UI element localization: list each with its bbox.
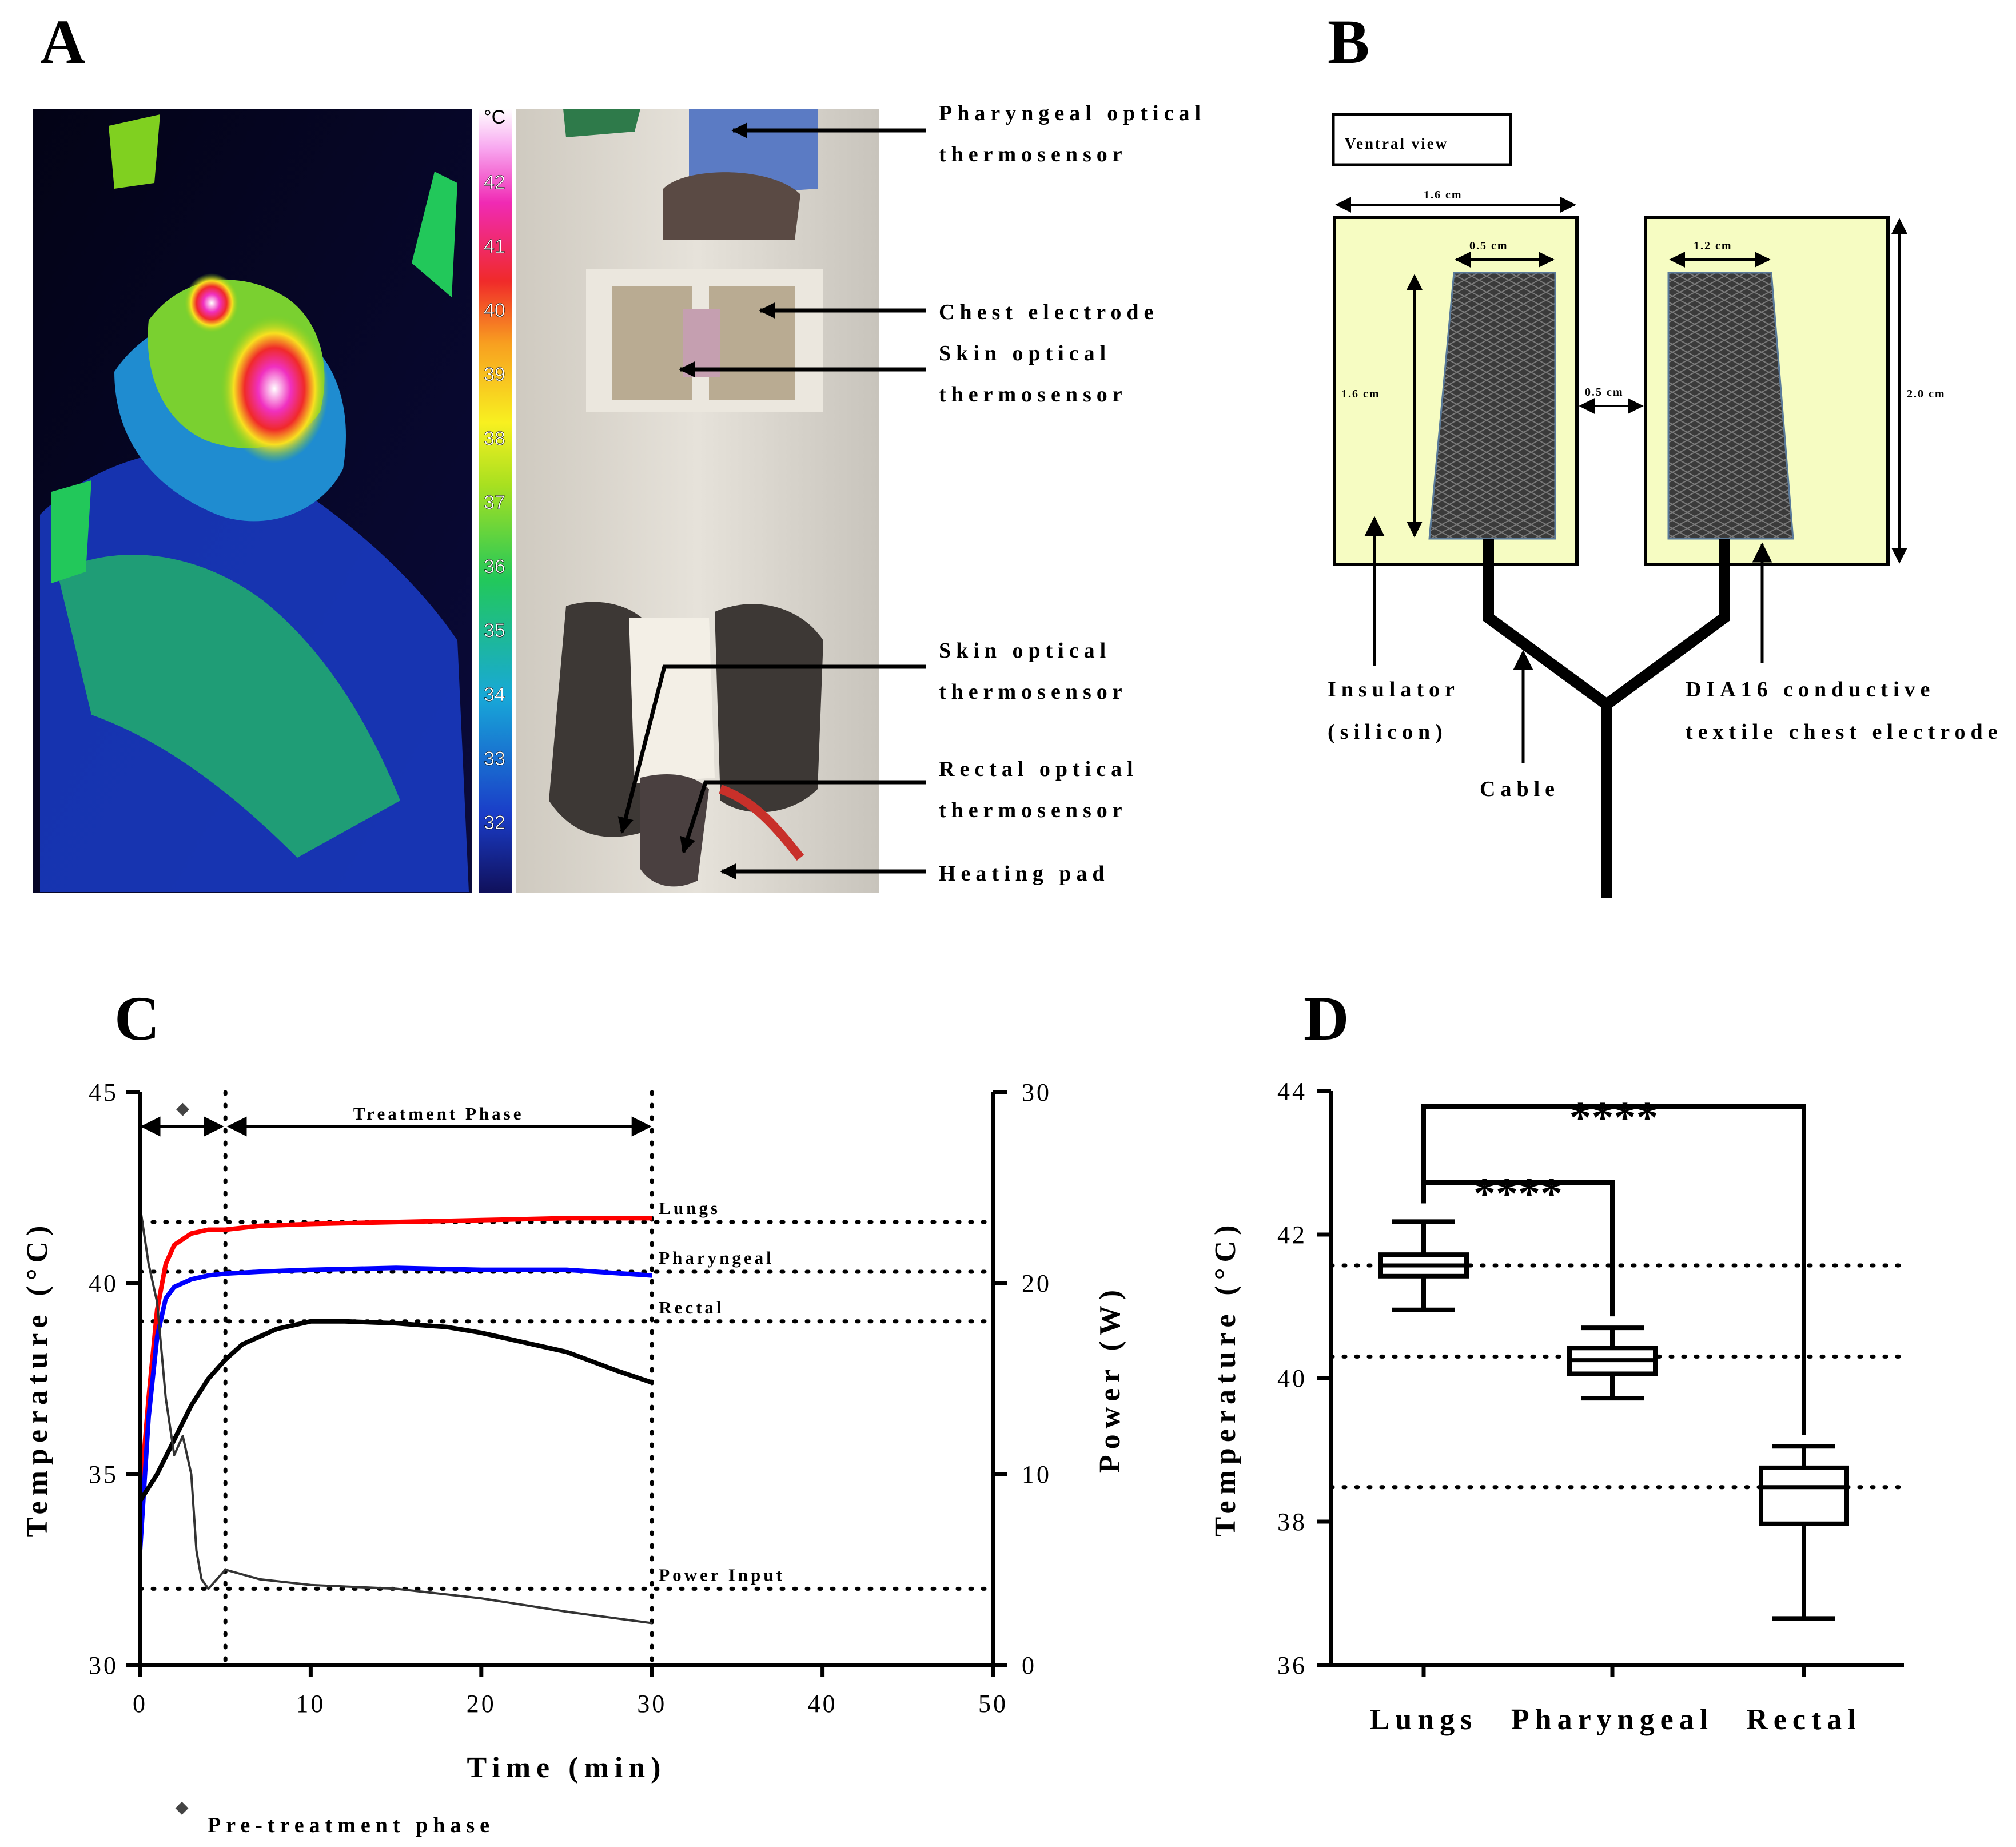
panel-a-letter: A [40,7,85,77]
series-label-pharyngeal: Pharyngeal [659,1248,774,1268]
y-axis-title: Temperature (°C) [1209,1220,1242,1537]
y-tick-label: 44 [1277,1077,1307,1105]
dim-top-right: 1.2 cm [1694,240,1732,252]
category-label-lungs: Lungs [1370,1703,1478,1736]
panel-d-letter: D [1304,984,1349,1053]
panel-c-letter: C [114,984,160,1053]
legend-pretreatment-marker: ◆ [175,1798,188,1817]
electrode-label-line2: textile chest electrode [1686,720,2002,744]
x-tick-label: 10 [296,1690,325,1718]
panel-b-letter: B [1328,7,1369,77]
y-tick-label-left: 40 [89,1269,118,1297]
series-line-rectal [138,1319,653,1502]
annotation-rectal-line2: thermosensor [939,798,1127,822]
pretreatment-marker: ◆ [176,1099,189,1118]
significance-lower-label: **** [1473,1168,1563,1218]
y-tick-label: 42 [1277,1221,1307,1249]
significance-bracket-upper [1421,1104,1806,1435]
y-tick-label: 36 [1277,1651,1307,1679]
colorbar-tick-label: 39 [484,364,505,385]
annotation-rectal-line1: Rectal optical [939,757,1138,781]
colorbar-tick-label: 36 [484,556,505,578]
chart-c: 0 10 20 30 40 50 30 35 40 45 0 10 20 30 Time (min) Temp… [21,1078,1126,1817]
x-tick-label: 20 [467,1690,496,1718]
annotation-chest-electrode: Chest electrode [939,300,1158,324]
x-axis-title: Time (min) [467,1752,667,1784]
panel-a-annotations: Pharyngeal optical thermosensor Chest el… [617,101,1206,886]
dim-height-right: 2.0 cm [1907,388,1946,400]
dim-height-left: 1.6 cm [1341,388,1380,400]
legend-pretreatment-text: Pre-treatment phase [208,1813,495,1837]
chart-d: Lungs Pharyngeal Rectal 36 38 40 42 44 Temperatu… [1209,1077,1906,1736]
y-tick-label: 40 [1277,1364,1307,1392]
colorbar-tick-label: 42 [484,172,505,193]
annotation-pharyngeal-line2: thermosensor [939,142,1127,166]
box-rectal [1759,1465,1849,1526]
right-electrode [1667,272,1794,540]
treatment-phase-label: Treatment Phase [353,1104,524,1124]
electrode-diagram: Ventral view 1.6 cm 0.5 cm 1.2 cm 1.6 cm… [1328,113,2002,898]
significance-bracket-lower [1421,1180,1615,1317]
series-label-power-input: Power Input [659,1565,785,1585]
y-tick-label-left: 35 [89,1460,118,1488]
category-label-rectal: Rectal [1746,1703,1861,1736]
left-electrode [1428,272,1556,540]
x-tick-label: 30 [637,1690,667,1718]
y-tick-label-right: 10 [1022,1460,1051,1488]
y-tick-label: 38 [1277,1508,1307,1536]
view-label: Ventral view [1345,135,1448,152]
thermal-colorbar: °C 42 41 40 39 38 37 36 35 34 33 32 [479,106,512,893]
colorbar-tick-label: 33 [484,748,505,770]
x-tick-label: 40 [808,1690,838,1718]
series-label-rectal: Rectal [659,1297,724,1317]
colorbar-unit: °C [484,106,505,128]
electrode-label-line1: DIA16 conductive [1686,678,1935,702]
x-tick-label: 0 [133,1690,148,1718]
dim-width-outer: 1.6 cm [1424,189,1463,201]
significance-upper-label: **** [1569,1092,1659,1142]
y-tick-label-right: 20 [1022,1269,1051,1297]
insulator-label-line1: Insulator [1328,678,1460,702]
dim-top-left: 0.5 cm [1469,240,1508,252]
annotation-pharyngeal-line1: Pharyngeal optical [939,101,1206,125]
y-axis-title-right: Power (W) [1094,1284,1126,1473]
y-tick-label-right: 0 [1022,1651,1037,1679]
y-tick-label-left: 30 [89,1651,118,1679]
series-line-power-input [139,1207,652,1625]
series-line-pharyngeal [138,1265,652,1551]
series-line-lungs [138,1216,652,1502]
category-label-pharyngeal: Pharyngeal [1511,1703,1714,1736]
thermal-image [33,109,472,893]
cable-label: Cable [1480,777,1560,801]
view-label-box [1332,113,1512,166]
colorbar-tick-label: 32 [484,812,505,834]
annotation-skin-upper-line2: thermosensor [939,383,1127,407]
dim-gap: 0.5 cm [1585,386,1624,399]
y-tick-label-left: 45 [89,1078,118,1106]
colorbar-tick-label: 40 [484,300,505,321]
insulator-label-line2: (silicon) [1328,720,1448,744]
colorbar-tick-label: 34 [484,684,505,706]
annotation-skin-upper-line1: Skin optical [939,341,1111,365]
annotation-heating-pad: Heating pad [939,862,1110,886]
colorbar-tick-label: 37 [484,492,505,514]
y-axis-title-left: Temperature (°C) [21,1220,54,1538]
colorbar-tick-label: 35 [484,620,505,642]
annotation-skin-lower-line2: thermosensor [939,680,1127,704]
colorbar-tick-label: 38 [484,428,505,449]
annotation-skin-lower-line1: Skin optical [939,639,1111,663]
y-tick-label-right: 30 [1022,1078,1051,1106]
x-tick-label: 50 [978,1690,1008,1718]
colorbar-tick-label: 41 [484,236,505,257]
animal-photo [516,109,879,893]
series-label-lungs: Lungs [659,1198,720,1218]
